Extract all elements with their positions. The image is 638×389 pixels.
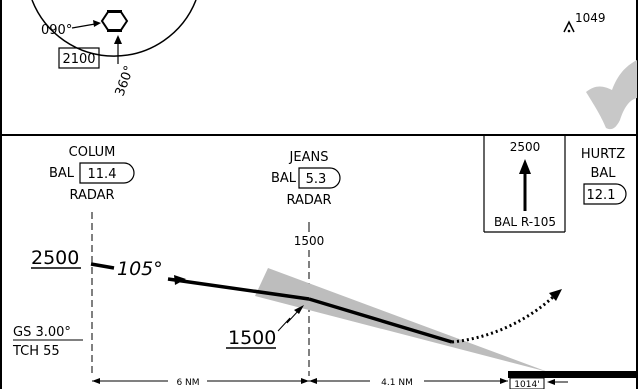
colum-dme: BAL: [49, 166, 75, 181]
missed-approach-arrowhead: [549, 289, 562, 301]
hurtz-dme: BAL: [590, 166, 616, 181]
tdze-box: [509, 377, 545, 389]
descent-path-intermediate: [167, 277, 310, 301]
colum-dme-value: 11.4: [88, 167, 117, 182]
jeans-dme-value: 5.3: [306, 172, 327, 187]
terrain-shading: [586, 60, 637, 130]
missed-approach-path: [451, 295, 555, 344]
profile-view: COLUM BAL 11.4 RADAR JEANS BAL 5.3 RADAR…: [0, 135, 638, 389]
jeans-radar: RADAR: [286, 193, 331, 208]
obstacle-icon: [563, 20, 575, 33]
distance-segment-1: 6 NM: [176, 378, 199, 388]
jeans-name: JEANS: [289, 150, 329, 165]
missed-climb-arrowhead: [519, 159, 531, 174]
hurtz-dme-value: 12.1: [587, 188, 616, 203]
glidepath-wedge: [255, 268, 548, 372]
descent-path-start: [90, 262, 115, 270]
colum-name: COLUM: [69, 145, 116, 160]
msa-box: [58, 47, 100, 69]
threshold-crossing-height: TCH 55: [12, 344, 60, 359]
missed-approach-box: 2500 BAL R-105: [483, 135, 566, 233]
touchdown-elevation: 1014': [514, 380, 539, 389]
altitude-1500: 1500: [228, 327, 276, 349]
jeans-dme: BAL: [271, 171, 297, 186]
inbound-360-arrowhead: [114, 35, 122, 44]
course-090-label: 090°: [41, 23, 72, 38]
jeans-altitude: 1500: [294, 234, 325, 248]
distance-segment-2: 4.1 NM: [381, 378, 413, 388]
course-105: 105°: [117, 258, 163, 280]
range-circle: [31, 0, 197, 57]
colum-radar: RADAR: [69, 188, 114, 203]
missed-radial: BAL R-105: [494, 215, 556, 229]
altitude-1500-pointer: [277, 309, 300, 332]
inbound-090-arrowhead: [93, 20, 101, 27]
msa-altitude: 2100: [62, 52, 95, 67]
altitude-2500: 2500: [31, 247, 79, 269]
hurtz-name: HURTZ: [581, 147, 625, 162]
fix-jeans: JEANS BAL 5.3 RADAR 1500: [271, 150, 341, 248]
fix-hurtz: HURTZ BAL 12.1: [581, 147, 627, 205]
colum-dme-box: [79, 162, 135, 184]
jeans-dme-box: [298, 167, 341, 189]
descent-path-arrowhead: [174, 275, 186, 285]
inbound-090-line: [71, 23, 96, 29]
hurtz-dme-box: [583, 183, 627, 205]
vor-icon: [100, 10, 129, 32]
fix-colum: COLUM BAL 11.4 RADAR: [49, 145, 135, 203]
runway: [508, 371, 638, 378]
course-360-label: 360°: [113, 64, 138, 99]
glideslope: GS 3.00°: [13, 325, 71, 340]
descent-path-final: [308, 297, 453, 344]
obstacle-elevation: 1049: [575, 11, 606, 25]
plan-view: 090° 360° 2100 1049: [0, 0, 638, 135]
missed-altitude: 2500: [510, 140, 541, 154]
distance-bar: 6 NM 4.1 NM: [92, 378, 508, 388]
